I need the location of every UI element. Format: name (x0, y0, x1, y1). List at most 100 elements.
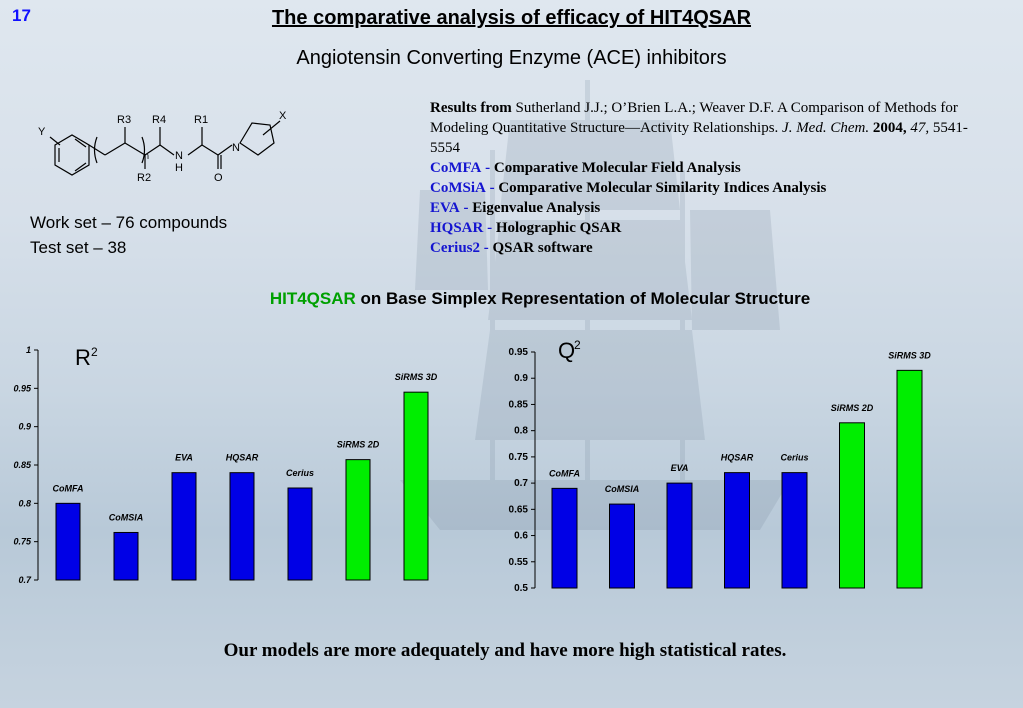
bar-label: CoMSIA (605, 484, 640, 494)
chart-title: Q (558, 338, 575, 363)
y-tick-label: 0.65 (509, 504, 529, 515)
bar (896, 369, 923, 589)
method-desc: Eigenvalue Analysis (472, 200, 601, 216)
bar (113, 531, 139, 581)
method-desc: QSAR software (492, 240, 593, 256)
svg-text:O: O (214, 172, 223, 184)
bar (609, 503, 635, 589)
y-tick-label: 0.7 (514, 478, 528, 489)
method-abbr: EVA (430, 200, 460, 216)
compound-sets: Work set – 76 compounds Test set – 38 (30, 210, 227, 260)
svg-text:R1: R1 (194, 114, 208, 126)
method-sep: - (483, 240, 489, 256)
method-def-row: HQSAR - Holographic QSAR (430, 218, 990, 238)
method-abbr: CoMFA (430, 160, 482, 176)
results-label: Results from (430, 100, 512, 116)
citation-volume: 47, (910, 120, 930, 136)
method-sep: - (485, 160, 491, 176)
bar (345, 459, 371, 581)
slide-number: 17 (12, 6, 31, 25)
test-set-text: Test set – 38 (30, 238, 127, 257)
bar-label: CoMFA (53, 483, 84, 493)
chart-title-superscript: 2 (91, 345, 98, 359)
bar (287, 487, 313, 581)
svg-text:N: N (175, 150, 183, 162)
bar-label: Cerius (286, 468, 314, 478)
method-abbr: Cerius2 (430, 240, 480, 256)
bar-label: HQSAR (226, 453, 259, 463)
svg-text:R4: R4 (152, 114, 166, 126)
bar-label: SiRMS 2D (337, 440, 380, 450)
y-tick-label: 0.9 (18, 422, 31, 432)
method-sep: - (489, 180, 495, 196)
y-tick-label: 0.75 (13, 537, 32, 547)
bar (781, 472, 808, 589)
method-def-row: CoMFA - Comparative Molecular Field Anal… (430, 158, 990, 178)
method-abbr: HQSAR (430, 220, 484, 236)
bar (171, 472, 197, 581)
bar (551, 487, 578, 589)
q2-chart: 0.5 0.55 0.6 0.65 0.7 0.75 0.8 0.85 0.9 0.95 CoMFA… (490, 335, 960, 600)
y-tick-label: 0.95 (509, 347, 529, 358)
bar (55, 502, 81, 581)
y-tick-label: 0.95 (13, 383, 32, 393)
r2-chart-svg: 0.7 0.75 0.8 0.85 0.9 0.95 1 CoMFA CoMSIA EVA HQSA… (13, 345, 438, 585)
bar (839, 422, 865, 589)
y-tick-label: 0.55 (509, 557, 529, 568)
bar-label: SiRMS 2D (831, 403, 874, 413)
bar-label: Cerius (780, 453, 808, 463)
bar-label: EVA (671, 463, 689, 473)
slide-subtitle: Angiotensin Converting Enzyme (ACE) inhi… (296, 47, 727, 69)
bar-label: CoMSIA (109, 512, 144, 522)
bar-label: CoMFA (549, 468, 580, 478)
method-abbr: CoMSiA (430, 180, 486, 196)
method-heading-text: on Base Simplex Representation of Molecu… (355, 289, 811, 308)
references-block: Results from Sutherland J.J.; O’Brien L.… (430, 98, 990, 258)
journal-name: J. Med. Chem. (782, 120, 870, 136)
bar (666, 482, 693, 589)
molecule-structure: Y R3 R4 R1 X n N H R2 O N (38, 110, 287, 184)
q2-chart-svg: 0.5 0.55 0.6 0.65 0.7 0.75 0.8 0.85 0.9 0.95 CoMFA… (509, 338, 932, 594)
citation-pages: 5541-5554 (430, 120, 968, 156)
citation: Results from Sutherland J.J.; O’Brien L.… (430, 98, 990, 158)
method-desc: Comparative Molecular Field Analysis (493, 160, 741, 176)
y-tick-label: 0.85 (13, 460, 32, 470)
bar-label: SiRMS 3D (395, 372, 438, 382)
y-tick-label: 0.9 (514, 373, 528, 384)
hit4qsar-label: HIT4QSAR (269, 289, 356, 308)
svg-text:R2: R2 (137, 172, 151, 184)
method-sep: - (463, 200, 469, 216)
method-desc: Holographic QSAR (495, 220, 622, 236)
y-tick-label: 0.5 (514, 583, 528, 594)
r2-chart: 0.7 0.75 0.8 0.85 0.9 0.95 1 CoMFA CoMSIA EVA HQSA… (10, 335, 470, 595)
work-set-text: Work set – 76 compounds (30, 213, 228, 232)
citation-text: Sutherland J.J.; O’Brien L.A.; Weaver D.… (430, 100, 958, 136)
method-desc: Comparative Molecular Similarity Indices… (498, 180, 827, 196)
y-tick-label: 0.85 (509, 399, 529, 410)
method-def-row: EVA - Eigenvalue Analysis (430, 198, 990, 218)
method-heading: HIT4QSAR on Base Simplex Representation … (0, 289, 1023, 309)
svg-text:Y: Y (38, 126, 46, 138)
svg-text:R3: R3 (117, 114, 131, 126)
method-def-row: CoMSiA - Comparative Molecular Similarit… (430, 178, 990, 198)
bar (724, 472, 750, 589)
bar-label: HQSAR (721, 453, 754, 463)
chart-title: R (75, 345, 91, 370)
y-tick-label: 0.75 (509, 452, 529, 463)
conclusion-text: Our models are more adequately and have … (223, 640, 787, 661)
y-tick-label: 0.8 (514, 426, 528, 437)
bar-label: SiRMS 3D (888, 350, 931, 360)
bar-label: EVA (175, 453, 193, 463)
svg-text:N: N (232, 142, 240, 154)
y-tick-label: 0.6 (514, 531, 528, 542)
bar (403, 391, 429, 581)
method-sep: - (487, 220, 493, 236)
slide-title: The comparative analysis of efficacy of … (271, 7, 752, 29)
method-def-row: Cerius2 - QSAR software (430, 238, 990, 258)
y-tick-label: 1 (26, 345, 31, 355)
chart-title-superscript: 2 (574, 338, 581, 352)
svg-text:n: n (144, 151, 149, 161)
bar (229, 472, 255, 581)
svg-text:X: X (279, 110, 287, 122)
svg-text:H: H (175, 162, 183, 174)
